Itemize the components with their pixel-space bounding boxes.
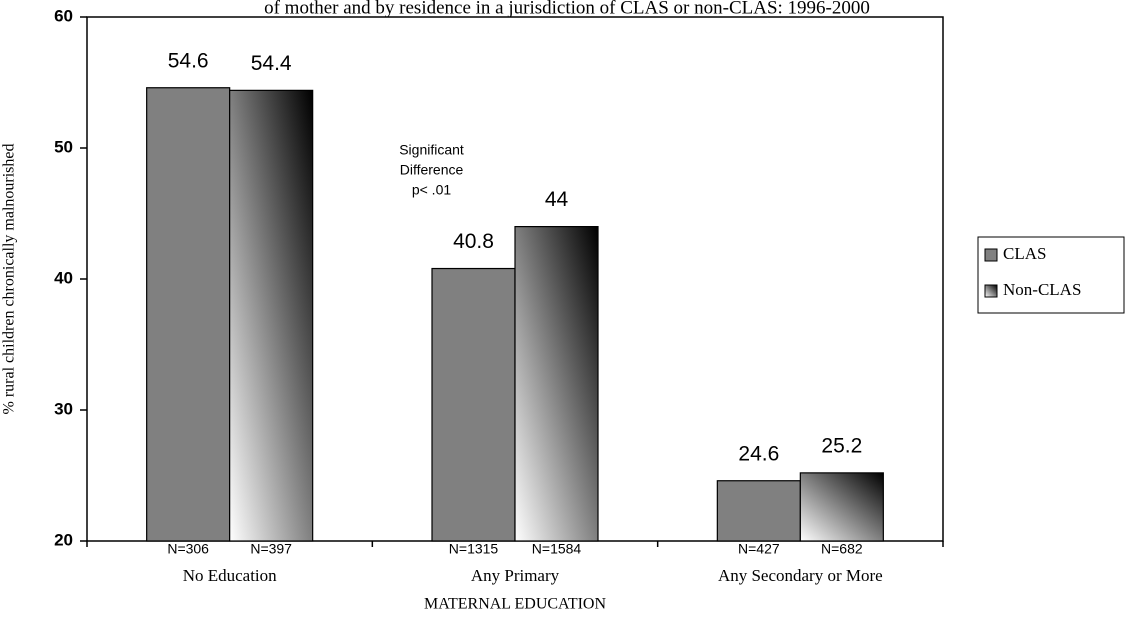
- bar: [716, 480, 801, 542]
- value-label: 40.8: [453, 230, 494, 253]
- sample-size-label: N=427: [738, 541, 780, 557]
- bar: [229, 89, 314, 542]
- value-label: 24.6: [738, 442, 779, 465]
- legend-label: Non-CLAS: [1003, 280, 1081, 299]
- sample-size-label: N=682: [821, 541, 863, 557]
- x-axis-label: MATERNAL EDUCATION: [424, 596, 607, 613]
- x-tick-label: Any Secondary or More: [718, 566, 883, 585]
- y-tick-label: 40: [54, 268, 73, 287]
- bar: [431, 267, 516, 542]
- value-label: 54.6: [168, 49, 209, 72]
- sample-size-label: N=397: [250, 541, 292, 557]
- value-label: 25.2: [821, 434, 862, 457]
- bar: [799, 472, 884, 542]
- y-tick-label: 20: [54, 530, 73, 549]
- value-label: 54.4: [251, 52, 292, 75]
- y-tick-label: 60: [54, 6, 73, 25]
- sample-size-label: N=1315: [449, 541, 499, 557]
- legend-swatch: [984, 284, 998, 298]
- x-tick-label: No Education: [183, 566, 277, 585]
- y-axis-label: % rural children chronically malnourishe…: [1, 143, 18, 414]
- chart-subtitle: of mother and by residence in a jurisdic…: [264, 0, 870, 18]
- sample-size-label: N=1584: [532, 541, 582, 557]
- x-tick-label: Any Primary: [471, 566, 560, 585]
- legend-label: CLAS: [1003, 244, 1046, 263]
- annotation: Significant: [399, 142, 464, 158]
- sample-size-label: N=306: [167, 541, 209, 557]
- bar: [146, 87, 231, 542]
- annotation: p< .01: [412, 182, 452, 198]
- bar: [514, 226, 599, 542]
- value-label: 44: [545, 188, 569, 211]
- y-tick-label: 30: [54, 399, 73, 418]
- annotation: Difference: [400, 162, 464, 178]
- y-tick-label: 50: [54, 137, 73, 156]
- legend-box: [977, 236, 1125, 314]
- legend-swatch: [984, 248, 998, 262]
